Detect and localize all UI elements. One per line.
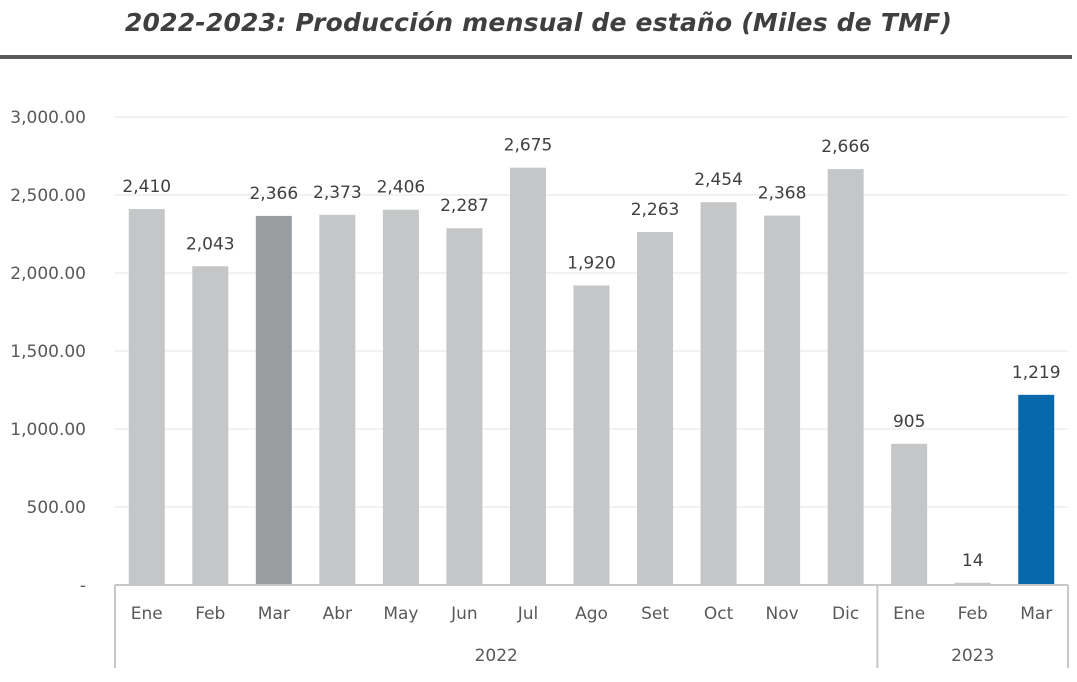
data-label: 2,406	[377, 178, 426, 198]
data-label: 905	[893, 412, 925, 432]
bar-6	[509, 167, 546, 585]
x-tick-label: Mar	[1020, 604, 1052, 624]
x-tick-label: May	[383, 604, 418, 624]
data-label: 1,920	[567, 253, 616, 273]
x-tick-label: Oct	[704, 604, 734, 624]
bar-13	[954, 582, 991, 585]
data-label: 2,666	[821, 137, 870, 157]
data-label: 2,366	[249, 184, 298, 204]
x-tick-label: Jun	[450, 604, 478, 624]
bar-0	[128, 209, 165, 586]
y-tick-label: 2,000.00	[10, 264, 86, 284]
data-label: 2,287	[440, 196, 489, 216]
y-tick-label: 1,500.00	[10, 342, 86, 362]
bar-5	[446, 228, 483, 585]
bar-3	[319, 214, 356, 585]
bar-14	[1018, 394, 1055, 585]
bar-1	[192, 266, 229, 585]
data-label: 2,043	[186, 234, 235, 254]
bar-4	[382, 209, 419, 585]
bar-7	[573, 285, 610, 585]
y-tick-label: 500.00	[27, 498, 86, 518]
x-tick-label: Feb	[195, 604, 225, 624]
bar-10	[764, 215, 801, 586]
x-tick-label: Ago	[575, 604, 608, 624]
data-label: 2,454	[694, 170, 743, 190]
bar-9	[700, 202, 737, 585]
bar-2	[255, 215, 292, 586]
y-tick-label: 2,500.00	[10, 186, 86, 206]
y-tick-label: -	[80, 576, 86, 596]
data-label: 1,219	[1012, 363, 1061, 383]
bar-11	[827, 169, 864, 585]
data-label: 2,373	[313, 183, 362, 203]
chart-title: 2022-2023: Producción mensual de estaño …	[124, 8, 953, 37]
x-tick-label: Set	[641, 604, 669, 624]
x-tick-label: Ene	[131, 604, 163, 624]
data-label: 2,410	[122, 177, 171, 197]
x-tick-label: Dic	[832, 604, 859, 624]
title-divider	[0, 55, 1072, 59]
y-tick-label: 1,000.00	[10, 420, 86, 440]
bar-12	[891, 443, 928, 585]
data-label: 2,368	[758, 184, 807, 204]
data-label: 2,263	[631, 200, 680, 220]
x-tick-label: Abr	[323, 604, 352, 624]
x-tick-label: Ene	[893, 604, 925, 624]
group-label: 2022	[475, 646, 518, 666]
x-tick-label: Feb	[958, 604, 988, 624]
group-label: 2023	[951, 646, 994, 666]
y-tick-label: 3,000.00	[10, 108, 86, 128]
data-label: 2,675	[504, 136, 553, 156]
data-label: 14	[962, 551, 984, 571]
bar-8	[637, 231, 674, 586]
x-tick-label: Jul	[517, 604, 539, 624]
x-tick-label: Nov	[766, 604, 799, 624]
x-tick-label: Mar	[258, 604, 290, 624]
